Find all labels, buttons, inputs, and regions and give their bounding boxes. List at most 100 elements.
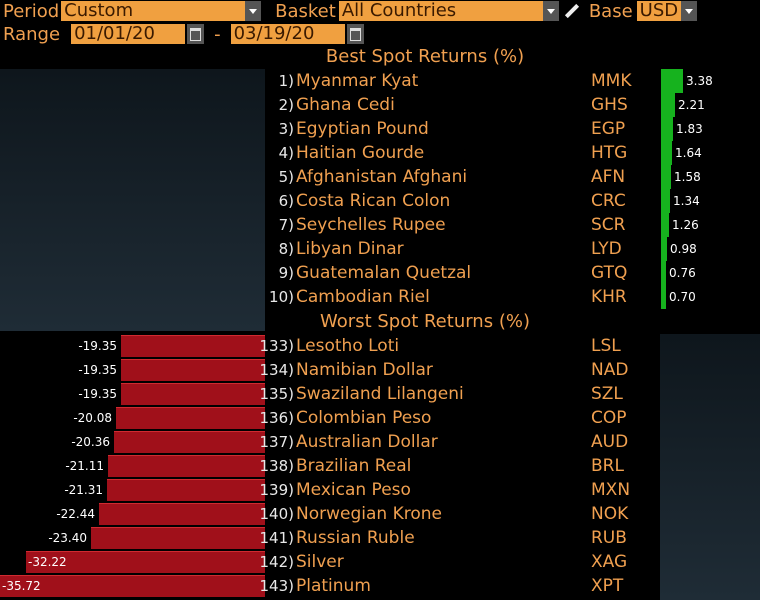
range-start-calendar-button[interactable] [187,24,205,44]
currency-code: NOK [591,504,629,524]
currency-code: RUB [591,528,627,548]
currency-name: Australian Dollar [296,432,438,452]
rank-number: 137) [259,433,294,451]
return-value: -35.72 [2,579,41,593]
currency-name: Egyptian Pound [296,119,429,139]
list-item[interactable]: -32.22 142) Silver XAG [0,550,760,574]
left-panel-background [0,69,265,331]
list-item[interactable]: 4) Haitian Gourde HTG 1.64 [0,141,760,165]
list-item[interactable]: 8) Libyan Dinar LYD 0.98 [0,237,760,261]
list-item[interactable]: -21.11 138) Brazilian Real BRL [0,454,760,478]
list-item[interactable]: 7) Seychelles Rupee SCR 1.26 [0,213,760,237]
list-item[interactable]: 3) Egyptian Pound EGP 1.83 [0,117,760,141]
base-select[interactable]: USD [636,1,681,21]
return-value: -20.08 [73,411,112,425]
currency-name: Russian Ruble [296,528,415,548]
basket-dropdown-button[interactable] [542,1,559,21]
list-item[interactable]: -35.72 143) Platinum XPT [0,574,760,598]
list-item[interactable]: -21.31 139) Mexican Peso MXN [0,478,760,502]
list-item[interactable]: 2) Ghana Cedi GHS 2.21 [0,93,760,117]
pencil-icon[interactable] [559,1,585,21]
rank-number: 8) [278,240,294,258]
right-panel-background [660,334,760,600]
list-item[interactable]: -19.35 133) Lesotho Loti LSL [0,334,760,358]
rank-number: 134) [259,361,294,379]
list-item[interactable]: -19.35 135) Swaziland Lilangeni SZL [0,382,760,406]
return-bar [91,527,265,549]
currency-code: BRL [591,456,624,476]
return-bar [99,503,265,525]
currency-name: Libyan Dinar [296,239,404,259]
currency-name: Brazilian Real [296,456,412,476]
currency-name: Haitian Gourde [296,143,425,163]
currency-code: XAG [591,552,628,572]
return-value: 1.58 [674,170,701,184]
return-value: -21.11 [65,459,104,473]
return-value: 0.70 [669,290,696,304]
rank-number: 4) [278,144,294,162]
period-select[interactable]: Custom [61,1,246,21]
currency-name: Myanmar Kyat [296,71,419,91]
period-dropdown-button[interactable] [245,1,262,21]
chevron-down-icon [546,8,555,14]
list-item[interactable]: 10) Cambodian Riel KHR 0.70 [0,285,760,309]
rank-number: 133) [259,337,294,355]
list-item[interactable]: -20.36 137) Australian Dollar AUD [0,430,760,454]
rank-number: 136) [259,409,294,427]
return-value: -22.44 [56,507,95,521]
rank-number: 6) [278,192,294,210]
return-value: 0.76 [669,266,696,280]
rank-number: 139) [259,481,294,499]
range-start-input[interactable]: 01/01/20 [71,24,186,44]
currency-code: LYD [591,239,622,259]
control-bar-top: Period Custom Basket All Countries Base … [0,0,697,22]
calendar-icon [190,27,202,41]
return-bar [661,237,667,261]
return-value: 1.64 [675,146,702,160]
currency-code: KHR [591,287,627,307]
range-separator: - [214,23,221,45]
return-bar [114,431,265,453]
list-item[interactable]: 6) Costa Rican Colon CRC 1.34 [0,189,760,213]
return-value: 0.98 [670,242,697,256]
list-item[interactable]: -23.40 141) Russian Ruble RUB [0,526,760,550]
return-bar [121,359,265,381]
return-value: -19.35 [78,339,117,353]
return-bar [107,479,265,501]
rank-number: 9) [278,264,294,282]
return-bar [661,285,666,309]
currency-name: Afghanistan Afghani [296,167,468,187]
rank-number: 135) [259,385,294,403]
currency-name: Ghana Cedi [296,95,395,115]
list-item[interactable]: -19.35 134) Namibian Dollar NAD [0,358,760,382]
calendar-icon [349,27,361,41]
list-item[interactable]: -20.08 136) Colombian Peso COP [0,406,760,430]
list-item[interactable]: 1) Myanmar Kyat MMK 3.38 [0,69,760,93]
return-value: -19.35 [78,363,117,377]
rank-number: 1) [278,72,294,90]
currency-code: XPT [591,576,624,596]
basket-select[interactable]: All Countries [338,1,543,21]
return-bar [108,455,265,477]
currency-code: LSL [591,336,621,356]
list-item[interactable]: -22.44 140) Norwegian Krone NOK [0,502,760,526]
list-item[interactable]: 5) Afghanistan Afghani AFN 1.58 [0,165,760,189]
list-item[interactable]: 9) Guatemalan Quetzal GTQ 0.76 [0,261,760,285]
return-value: 2.21 [678,98,705,112]
base-dropdown-button[interactable] [680,1,697,21]
range-end-calendar-button[interactable] [346,24,364,44]
chevron-down-icon [249,8,258,14]
currency-code: HTG [591,143,628,163]
period-label: Period [3,0,60,22]
rank-number: 2) [278,96,294,114]
currency-code: COP [591,408,627,428]
rank-number: 143) [259,577,294,595]
currency-code: SCR [591,215,626,235]
range-end-input[interactable]: 03/19/20 [230,24,345,44]
currency-code: CRC [591,191,626,211]
return-value: 1.26 [672,218,699,232]
currency-code: EGP [591,119,626,139]
currency-code: AUD [591,432,629,452]
return-bar [0,575,265,597]
currency-name: Norwegian Krone [296,504,442,524]
